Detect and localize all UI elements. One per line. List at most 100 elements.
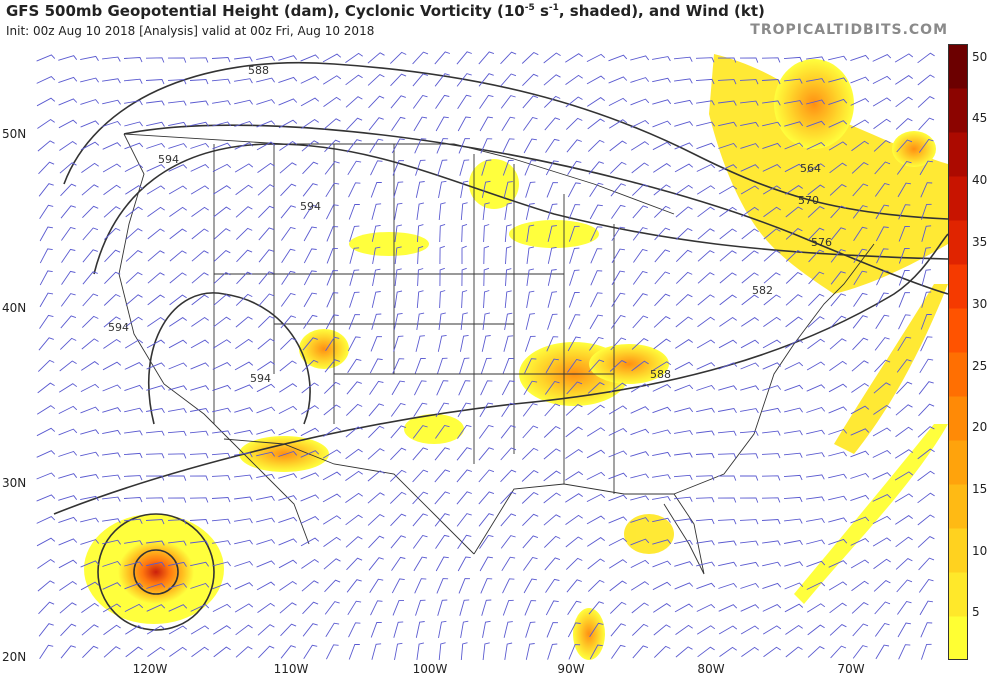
wind-barb bbox=[543, 52, 561, 64]
wind-barb bbox=[611, 204, 626, 219]
wind-barb bbox=[278, 55, 298, 61]
wind-barb bbox=[920, 182, 933, 198]
wind-barb bbox=[280, 623, 297, 637]
wind-barb bbox=[521, 447, 539, 460]
wind-barb bbox=[828, 141, 848, 151]
wind-barb bbox=[168, 121, 187, 127]
wind-barb bbox=[897, 600, 912, 615]
wind-barb bbox=[631, 338, 649, 350]
wind-barb bbox=[481, 335, 491, 352]
wind-barb bbox=[761, 475, 781, 481]
wind-barb bbox=[807, 338, 825, 350]
wind-barb bbox=[82, 293, 99, 307]
height-contours bbox=[53, 62, 948, 631]
wind-barb bbox=[394, 642, 403, 660]
wind-barb bbox=[806, 518, 825, 524]
wind-barb bbox=[125, 250, 143, 262]
wind-barb bbox=[80, 141, 100, 151]
wind-barb bbox=[322, 75, 342, 85]
wind-barb bbox=[695, 453, 715, 459]
wind-barb bbox=[258, 249, 274, 263]
wind-barb bbox=[125, 185, 143, 195]
colorbar-segment bbox=[948, 484, 968, 529]
wind-barb bbox=[168, 339, 188, 349]
wind-barb bbox=[393, 181, 404, 198]
wind-barb bbox=[147, 206, 165, 217]
wind-barb bbox=[434, 513, 450, 527]
wind-barb bbox=[213, 250, 231, 262]
wind-barb bbox=[435, 424, 450, 439]
wind-barb bbox=[875, 314, 890, 330]
wind-barb bbox=[696, 185, 716, 195]
wind-barb bbox=[898, 269, 910, 286]
wind-barb bbox=[370, 336, 383, 352]
wind-barb bbox=[653, 184, 671, 196]
wind-barbs bbox=[36, 51, 935, 660]
wind-barb bbox=[345, 448, 363, 460]
wind-barb bbox=[301, 118, 319, 129]
wind-barb bbox=[234, 496, 253, 502]
wind-barb bbox=[190, 385, 210, 391]
wind-barb bbox=[632, 227, 648, 241]
wind-barb bbox=[236, 271, 253, 285]
wind-barb bbox=[830, 645, 847, 659]
wind-barb bbox=[80, 383, 100, 393]
wind-barb bbox=[697, 272, 715, 284]
wind-barb bbox=[191, 646, 209, 658]
wind-barb bbox=[873, 382, 891, 394]
wind-barb bbox=[80, 77, 99, 83]
lon-label: 100W bbox=[412, 662, 448, 676]
wind-barb bbox=[652, 406, 672, 414]
wind-barb bbox=[740, 100, 759, 106]
wind-barb bbox=[167, 79, 187, 85]
wind-barb bbox=[459, 599, 470, 616]
wind-barb bbox=[654, 249, 671, 263]
wind-barb bbox=[413, 116, 428, 132]
wind-barb bbox=[653, 603, 671, 613]
wind-barb bbox=[82, 227, 99, 241]
wind-barb bbox=[503, 621, 513, 638]
wind-barb bbox=[806, 56, 825, 62]
wind-barb bbox=[279, 602, 297, 614]
wind-barb bbox=[808, 249, 825, 263]
wind-barb bbox=[367, 470, 385, 482]
wind-barb bbox=[853, 292, 868, 307]
wind-barb bbox=[543, 514, 561, 526]
wind-barb bbox=[415, 159, 426, 176]
wind-barb bbox=[124, 100, 143, 106]
wind-barb bbox=[525, 621, 536, 638]
wind-barb bbox=[347, 160, 362, 176]
wind-barb bbox=[630, 517, 650, 523]
wind-barb bbox=[853, 226, 868, 241]
wind-barb bbox=[502, 578, 515, 594]
wind-barb bbox=[917, 74, 935, 86]
wind-barb bbox=[740, 475, 759, 481]
wind-barb bbox=[504, 290, 512, 309]
wind-barb bbox=[851, 360, 869, 372]
wind-barb bbox=[439, 223, 446, 243]
wind-barb bbox=[543, 470, 561, 482]
wind-barb bbox=[80, 451, 99, 457]
wind-barb bbox=[459, 159, 470, 176]
wind-barb bbox=[610, 314, 626, 329]
wind-barb bbox=[102, 78, 121, 84]
wind-barb bbox=[125, 646, 143, 658]
wind-barb bbox=[762, 185, 782, 195]
wind-barb bbox=[323, 426, 341, 437]
wind-barb bbox=[761, 79, 781, 85]
wind-barb bbox=[124, 121, 143, 127]
wind-barb bbox=[80, 55, 99, 61]
wind-barb bbox=[741, 646, 759, 657]
wind-barb bbox=[303, 292, 317, 308]
wind-barb bbox=[828, 495, 847, 501]
wind-barb bbox=[348, 314, 361, 330]
wind-barb bbox=[80, 495, 99, 501]
wind-barb bbox=[39, 248, 53, 264]
wind-barb bbox=[610, 337, 627, 351]
wind-barb bbox=[545, 138, 560, 153]
colorbar-segment bbox=[948, 220, 968, 265]
wind-barb bbox=[324, 139, 341, 153]
wind-barb bbox=[504, 312, 513, 330]
wind-barb bbox=[850, 119, 870, 129]
wind-barb bbox=[830, 293, 847, 307]
